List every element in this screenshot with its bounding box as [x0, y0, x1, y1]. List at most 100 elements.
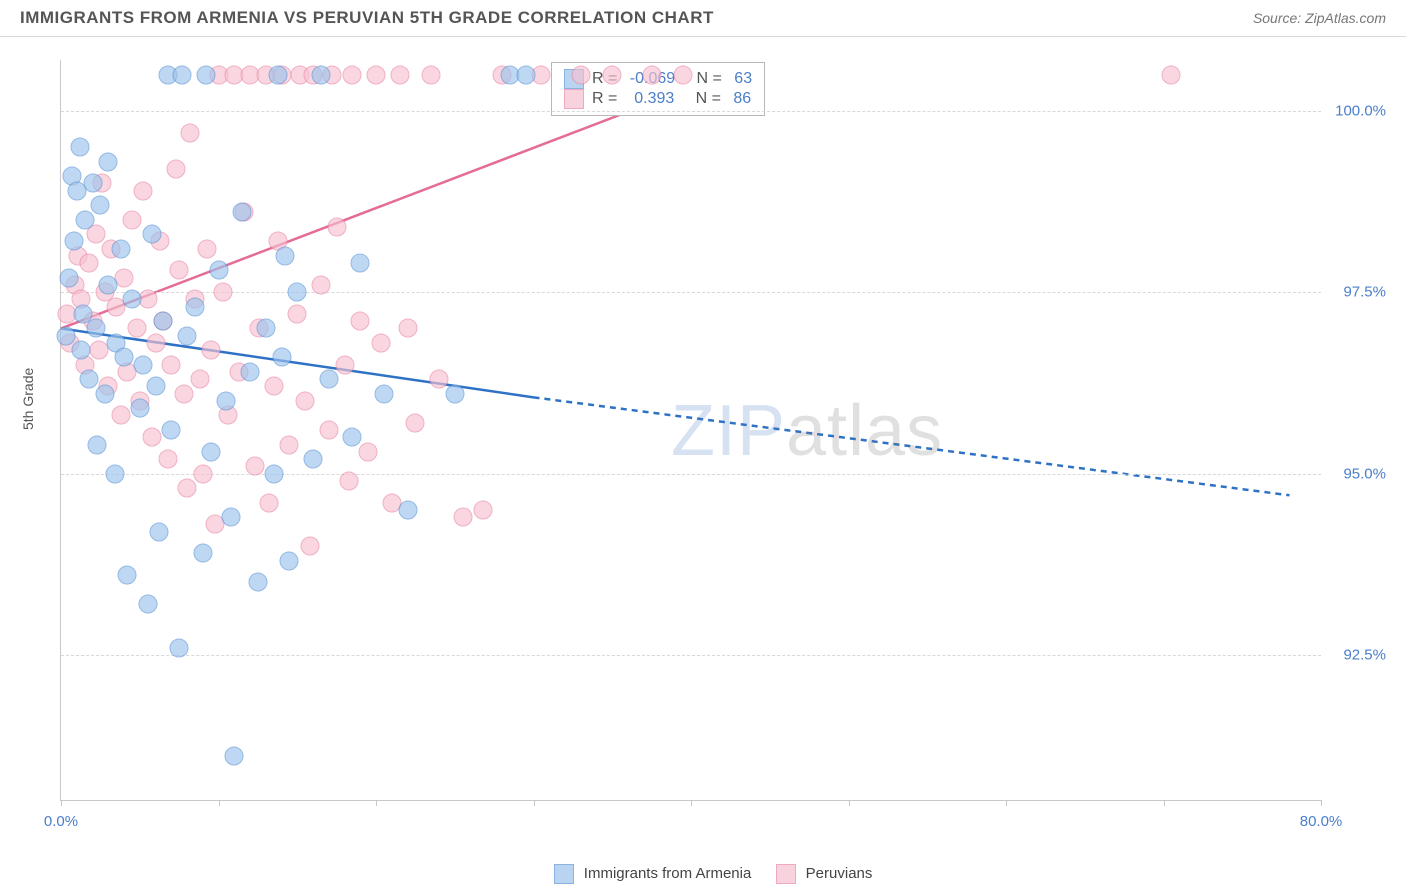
legend-label-a: Immigrants from Armenia [584, 865, 752, 882]
xtick [534, 800, 535, 806]
chart-title: IMMIGRANTS FROM ARMENIA VS PERUVIAN 5TH … [20, 8, 714, 28]
point-a [196, 65, 215, 84]
point-a [173, 65, 192, 84]
point-b [166, 159, 185, 178]
point-b [162, 355, 181, 374]
point-b [133, 181, 152, 200]
swatch-a-icon [554, 864, 574, 884]
point-b [398, 319, 417, 338]
ytick-label: 100.0% [1335, 102, 1386, 119]
point-b [127, 319, 146, 338]
point-a [83, 174, 102, 193]
point-a [233, 203, 252, 222]
xtick-label: 80.0% [1300, 813, 1343, 830]
xtick [1321, 800, 1322, 806]
point-a [280, 551, 299, 570]
point-a [304, 450, 323, 469]
point-a [162, 421, 181, 440]
point-b [343, 65, 362, 84]
point-a [91, 196, 110, 215]
watermark-zip: ZIP [671, 391, 786, 471]
point-a [75, 210, 94, 229]
point-a [185, 297, 204, 316]
point-a [99, 152, 118, 171]
point-b [367, 65, 386, 84]
point-b [311, 275, 330, 294]
point-b [603, 65, 622, 84]
point-a [149, 522, 168, 541]
xtick [376, 800, 377, 806]
point-b [80, 254, 99, 273]
point-a [118, 566, 137, 585]
point-b [198, 239, 217, 258]
point-a [146, 377, 165, 396]
point-a [319, 370, 338, 389]
point-a [111, 239, 130, 258]
point-b [174, 384, 193, 403]
point-a [374, 384, 393, 403]
point-b [430, 370, 449, 389]
point-b [122, 210, 141, 229]
point-a [343, 428, 362, 447]
n-value-a: 63 [734, 70, 752, 88]
point-b [245, 457, 264, 476]
xtick [61, 800, 62, 806]
point-a [122, 290, 141, 309]
ytick-label: 92.5% [1343, 646, 1386, 663]
xtick [219, 800, 220, 806]
point-b [571, 65, 590, 84]
xtick [1164, 800, 1165, 806]
watermark: ZIPatlas [671, 390, 943, 472]
point-a [133, 355, 152, 374]
xtick [1006, 800, 1007, 806]
point-a [398, 500, 417, 519]
xtick [691, 800, 692, 806]
gridline [61, 111, 1321, 112]
point-b [300, 537, 319, 556]
point-b [259, 493, 278, 512]
gridline [61, 655, 1321, 656]
ytick-label: 95.0% [1343, 465, 1386, 482]
point-b [159, 450, 178, 469]
point-a [178, 326, 197, 345]
point-b [359, 442, 378, 461]
point-b [264, 377, 283, 396]
point-a [209, 261, 228, 280]
swatch-b-icon [776, 864, 796, 884]
point-b [178, 479, 197, 498]
n-value-b: 86 [733, 90, 751, 108]
header: IMMIGRANTS FROM ARMENIA VS PERUVIAN 5TH … [0, 0, 1406, 37]
point-b [193, 464, 212, 483]
point-b [89, 341, 108, 360]
point-b [181, 123, 200, 142]
point-a [288, 283, 307, 302]
point-b [474, 500, 493, 519]
point-b [280, 435, 299, 454]
point-a [248, 573, 267, 592]
point-b [1162, 65, 1181, 84]
point-b [642, 65, 661, 84]
point-a [130, 399, 149, 418]
point-a [445, 384, 464, 403]
point-b [674, 65, 693, 84]
stats-row-b: R = 0.393 N = 86 [564, 89, 752, 109]
point-a [275, 246, 294, 265]
xtick [849, 800, 850, 806]
point-b [319, 421, 338, 440]
watermark-atlas: atlas [786, 391, 943, 471]
point-b [296, 391, 315, 410]
swatch-b-icon [564, 89, 584, 109]
point-b [371, 333, 390, 352]
point-b [201, 341, 220, 360]
point-b [190, 370, 209, 389]
point-b [335, 355, 354, 374]
point-b [111, 406, 130, 425]
point-a [96, 384, 115, 403]
point-a [225, 747, 244, 766]
point-a [311, 65, 330, 84]
ytick-label: 97.5% [1343, 284, 1386, 301]
xtick-label: 0.0% [44, 813, 78, 830]
point-b [146, 333, 165, 352]
point-a [86, 319, 105, 338]
r-label: R = [592, 90, 626, 108]
